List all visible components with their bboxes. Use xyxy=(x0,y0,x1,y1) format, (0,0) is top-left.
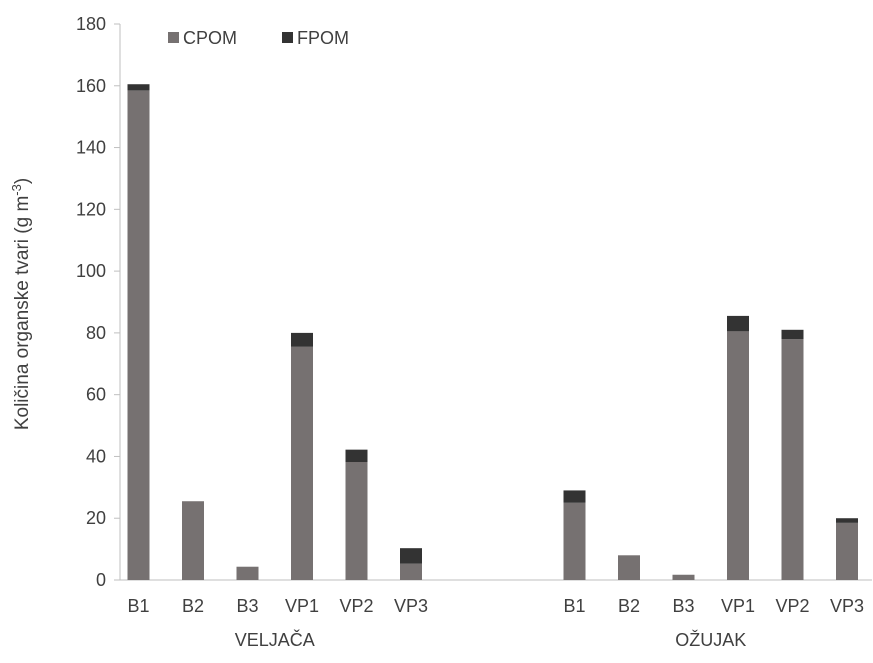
bar-cpom-3 xyxy=(291,346,313,580)
bar-fpom-4 xyxy=(345,449,368,463)
y-tick-label: 60 xyxy=(86,385,106,405)
bar-cpom-11 xyxy=(836,522,858,580)
bar-cpom-9 xyxy=(727,331,749,580)
x-tick-label: VP2 xyxy=(339,596,373,616)
legend-swatch-cpom xyxy=(168,32,179,43)
bar-cpom-1 xyxy=(182,501,204,580)
bar-fpom-6 xyxy=(563,490,586,503)
bars xyxy=(127,84,858,581)
x-tick-label: B3 xyxy=(236,596,258,616)
y-axis-title: Količina organske tvari (g m-3) xyxy=(9,178,33,430)
y-tick-label: 160 xyxy=(76,76,106,96)
bar-cpom-8 xyxy=(672,574,695,580)
x-tick-label: VP2 xyxy=(775,596,809,616)
legend-label-fpom: FPOM xyxy=(297,28,349,48)
bar-fpom-3 xyxy=(291,332,313,347)
x-tick-label: B1 xyxy=(563,596,585,616)
y-tick-label: 20 xyxy=(86,508,106,528)
legend: CPOM FPOM xyxy=(168,28,349,48)
y-axis-ticks: 0 20 40 60 80 100 120 140 160 180 xyxy=(76,14,120,590)
bar-cpom-6 xyxy=(563,502,586,580)
x-tick-label: VP1 xyxy=(285,596,319,616)
bar-fpom-10 xyxy=(781,329,804,340)
x-tick-label: VP1 xyxy=(721,596,755,616)
bar-fpom-0 xyxy=(127,84,150,91)
y-axis-title-text: Količina organske tvari (g m-3) xyxy=(9,178,33,430)
bar-fpom-5 xyxy=(400,548,422,564)
bar-cpom-5 xyxy=(400,563,422,580)
bar-fpom-11 xyxy=(836,518,858,523)
bar-cpom-4 xyxy=(345,462,368,580)
bar-fpom-9 xyxy=(727,315,749,332)
group-labels: VELJAČA OŽUJAK xyxy=(235,629,747,650)
x-tick-label: VP3 xyxy=(830,596,864,616)
bar-cpom-7 xyxy=(618,555,640,580)
y-tick-label: 120 xyxy=(76,199,106,219)
x-tick-label: B2 xyxy=(182,596,204,616)
x-tick-label: B1 xyxy=(127,596,149,616)
x-tick-label: B3 xyxy=(672,596,694,616)
y-tick-label: 100 xyxy=(76,261,106,281)
x-tick-label: B2 xyxy=(618,596,640,616)
x-axis-ticks: B1 B2 B3 VP1 VP2 VP3 B1 B2 B3 VP1 VP2 VP3 xyxy=(127,596,864,616)
y-tick-label: 0 xyxy=(96,570,106,590)
y-tick-label: 80 xyxy=(86,323,106,343)
y-axis-title-superscript: -3 xyxy=(9,184,24,196)
y-tick-label: 180 xyxy=(76,14,106,34)
y-tick-label: 140 xyxy=(76,138,106,158)
legend-swatch-fpom xyxy=(282,32,293,43)
y-tick-label: 40 xyxy=(86,446,106,466)
bar-cpom-0 xyxy=(127,90,150,581)
y-axis-title-close: ) xyxy=(12,178,33,184)
x-tick-label: VP3 xyxy=(394,596,428,616)
group-label: OŽUJAK xyxy=(675,630,746,650)
bar-cpom-2 xyxy=(236,566,259,580)
y-axis-title-main: Količina organske tvari (g m xyxy=(12,196,33,430)
legend-label-cpom: CPOM xyxy=(183,28,237,48)
bar-cpom-10 xyxy=(781,339,804,580)
group-label: VELJAČA xyxy=(235,629,315,650)
